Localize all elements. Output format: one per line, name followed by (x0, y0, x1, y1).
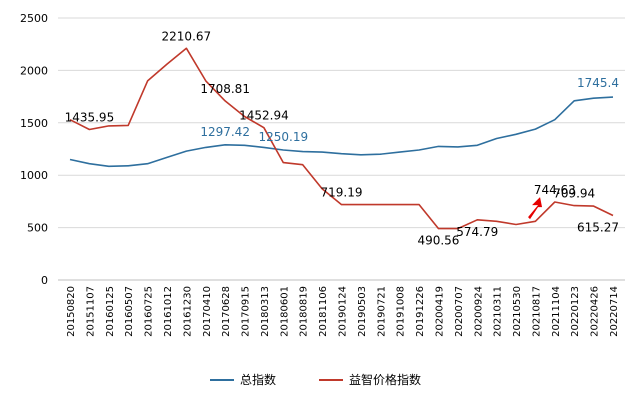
arrow-icon (528, 197, 543, 220)
data-label-12: 1745.4 (577, 76, 619, 90)
series-lines (69, 47, 614, 230)
legend: 总指数 益智价格指数 (210, 372, 421, 387)
x-tick-label: 20190503 (357, 286, 368, 337)
x-tick-label: 20160725 (144, 286, 155, 337)
x-tick-label: 20160125 (105, 286, 116, 337)
x-tick-label: 20200419 (434, 286, 445, 337)
data-label-4: 719.19 (321, 186, 363, 200)
x-tick-label: 20190721 (376, 286, 387, 337)
x-tick-label: 20150820 (66, 286, 77, 337)
x-tick-label: 20220714 (609, 286, 620, 337)
x-tick-label: 20211104 (551, 286, 562, 337)
x-tick-label: 20161012 (163, 286, 174, 337)
data-label-6: 574.79 (456, 225, 498, 239)
x-tick-label: 20200707 (454, 286, 465, 337)
x-tick-label: 20170628 (221, 286, 232, 337)
x-tick-label: 20161230 (182, 286, 193, 337)
y-tick-label: 1500 (20, 117, 48, 130)
x-tick-label: 20180819 (299, 286, 310, 337)
axes: 0 500 1000 1500 2000 2500 20150820 20151107 2016… (20, 12, 625, 337)
data-label-10: 1297.42 (200, 125, 250, 139)
x-tick-label: 20151107 (85, 286, 96, 337)
x-tick-label: 20220123 (570, 286, 581, 337)
x-tick-label: 20170915 (241, 286, 252, 337)
y-tick-label: 2500 (20, 12, 48, 25)
x-tick-label: 20210817 (531, 286, 542, 337)
x-tick-label: 20200924 (473, 286, 484, 337)
x-tick-label: 20210530 (512, 286, 523, 337)
data-label-0: 2210.67 (162, 29, 212, 43)
y-tick-label: 0 (41, 274, 48, 287)
x-tick-label: 20210311 (493, 286, 504, 337)
x-tick-label: 20190124 (338, 286, 349, 337)
series-line-0 (69, 96, 614, 168)
y-tick-label: 500 (27, 222, 48, 235)
x-tick-label: 20180313 (260, 286, 271, 337)
data-label-7: 744.63 (534, 183, 576, 197)
series-line-1 (69, 47, 614, 230)
data-label-8: 709.94 (553, 187, 595, 201)
y-tick-label: 2000 (20, 64, 48, 77)
data-label-9: 615.27 (577, 221, 619, 235)
legend-label-0: 总指数 (240, 372, 276, 387)
x-tick-label: 20220426 (590, 286, 601, 337)
data-label-2: 1452.94 (239, 109, 289, 123)
red-arrow-marker (528, 197, 543, 220)
data-labels: 2210.67 1708.81 1452.94 1435.95 719.19 490.56… (65, 29, 619, 247)
x-tick-label: 20170410 (202, 286, 213, 337)
x-tick-label: 20191226 (415, 286, 426, 337)
x-tick-label: 20180601 (279, 286, 290, 337)
data-label-11: 1250.19 (259, 130, 309, 144)
x-tick-label: 20181106 (318, 286, 329, 337)
x-tick-label: 20160507 (124, 286, 135, 337)
grid-lines (58, 17, 625, 281)
y-tick-label: 1000 (20, 169, 48, 182)
x-tick-label: 20191008 (396, 286, 407, 337)
data-label-5: 490.56 (417, 234, 459, 248)
data-label-1: 1708.81 (200, 82, 250, 96)
data-label-3: 1435.95 (65, 111, 115, 125)
legend-label-1: 益智价格指数 (349, 372, 421, 387)
